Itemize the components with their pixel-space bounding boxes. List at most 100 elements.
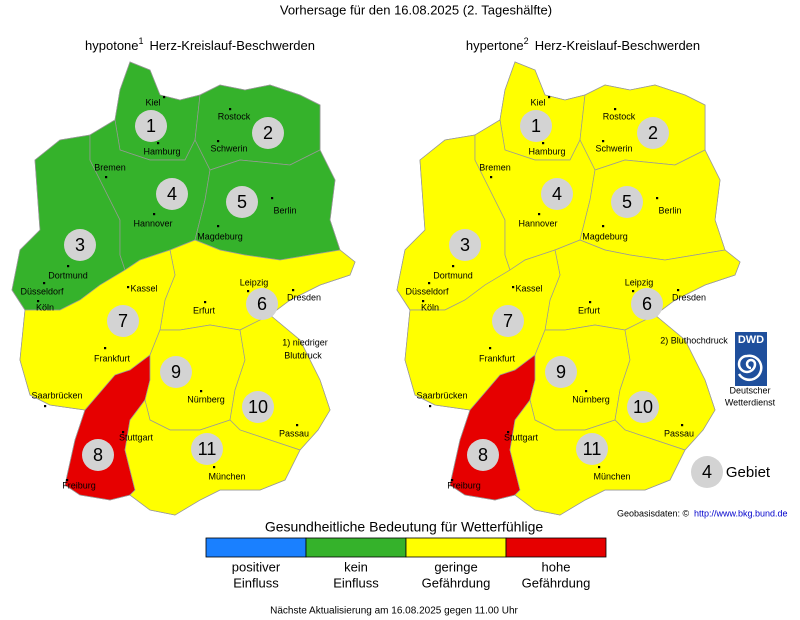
city-label: Magdeburg	[582, 231, 628, 241]
map-title: hypertone2 Herz-Kreislauf-Beschwerden	[466, 36, 700, 53]
region-number: 10	[633, 397, 653, 417]
city-label: Bremen	[94, 162, 126, 172]
city-label: München	[208, 471, 245, 481]
city-dot	[451, 479, 454, 482]
region-number: 7	[118, 311, 128, 331]
region-number: 1	[146, 116, 156, 136]
region-circle	[449, 229, 481, 261]
region-circle	[242, 391, 274, 423]
region-number: 10	[248, 397, 268, 417]
city-dot	[271, 197, 274, 200]
region-circle	[246, 288, 278, 320]
region	[529, 324, 631, 431]
city-dot	[292, 289, 295, 292]
region-number: 8	[93, 445, 103, 465]
city-label: Schwerin	[210, 143, 247, 153]
region	[499, 61, 586, 161]
legend-label: positiver	[232, 559, 281, 574]
city-label: Kassel	[130, 283, 157, 293]
city-label: Saarbrücken	[31, 390, 82, 400]
legend-label: hohe	[542, 559, 571, 574]
city-label: Hannover	[133, 218, 172, 228]
map-name: hypertone	[466, 38, 524, 53]
city-dot	[538, 213, 541, 216]
region-number: 1	[531, 116, 541, 136]
logo-caption: Deutscher	[729, 385, 770, 395]
city-label: Passau	[279, 428, 309, 438]
city-label: Düsseldorf	[405, 286, 449, 296]
map-title: hypotone1 Herz-Kreislauf-Beschwerden	[85, 36, 315, 53]
city-dot	[632, 290, 635, 293]
region-circle	[467, 439, 499, 471]
city-dot	[585, 390, 588, 393]
city-label: Bremen	[479, 162, 511, 172]
city-dot	[656, 197, 659, 200]
city-label: Köln	[36, 302, 54, 312]
city-label: Kiel	[145, 97, 160, 107]
city-dot	[229, 108, 232, 111]
key-label: Gebiet	[726, 464, 771, 481]
region-number: 9	[556, 362, 566, 382]
legend-title: Gesundheitliche Bedeutung für Wetterfühl…	[265, 519, 544, 535]
key-circle	[691, 456, 723, 488]
region-number: 2	[263, 123, 273, 143]
city-dot	[296, 424, 299, 427]
city-dot	[66, 479, 69, 482]
city-label: Freiburg	[62, 480, 96, 490]
region-circle	[135, 110, 167, 142]
city-label: Berlin	[658, 205, 681, 215]
city-label: Kassel	[515, 283, 542, 293]
legend-swatch	[205, 537, 307, 558]
region-circle	[631, 288, 663, 320]
city-label: Stuttgart	[119, 432, 154, 442]
region-circle	[611, 186, 643, 218]
city-dot	[217, 140, 220, 143]
legend-label: geringe	[434, 559, 477, 574]
region-circle	[637, 117, 669, 149]
city-label: Leipzig	[625, 277, 654, 287]
region-circle	[627, 391, 659, 423]
city-label: Dortmund	[48, 270, 88, 280]
region-number: 9	[171, 362, 181, 382]
city-dot	[200, 390, 203, 393]
city-dot	[428, 282, 431, 285]
key-number: 4	[702, 462, 712, 482]
region-number: 3	[460, 235, 470, 255]
region-circle	[107, 305, 139, 337]
city-label: Hamburg	[528, 146, 565, 156]
map-subtitle: Herz-Kreislauf-Beschwerden	[150, 38, 315, 53]
city-dot	[512, 286, 515, 289]
source-text: Geobasisdaten: ©	[617, 508, 690, 518]
logo-caption: Wetterdienst	[725, 397, 776, 407]
logo-spiral	[737, 354, 763, 381]
region-circle	[541, 178, 573, 210]
city-label: Schwerin	[595, 143, 632, 153]
city-dot	[507, 431, 510, 434]
city-dot	[43, 282, 46, 285]
region-number: 7	[503, 311, 513, 331]
city-dot	[44, 405, 47, 408]
region-number: 6	[642, 294, 652, 314]
region	[144, 324, 246, 431]
city-label: Frankfurt	[479, 353, 516, 363]
footer: Nächste Aktualisierung am 16.08.2025 geg…	[270, 606, 518, 617]
map-superscript: 2	[524, 36, 529, 46]
region-circle	[156, 178, 188, 210]
city-label: Erfurt	[193, 305, 216, 315]
region	[19, 249, 176, 411]
city-label: Rostock	[218, 111, 251, 121]
map-subtitle: Herz-Kreislauf-Beschwerden	[535, 38, 700, 53]
map: Kiel Rostock Hamburg Schwerin Bremen Hannover…	[11, 61, 356, 516]
region-number: 11	[583, 439, 602, 459]
city-label: Erfurt	[578, 305, 601, 315]
city-label: Dortmund	[433, 270, 473, 280]
region-number: 4	[167, 184, 177, 204]
city-label: Berlin	[273, 205, 296, 215]
region-circle	[160, 356, 192, 388]
city-label: Saarbrücken	[416, 390, 467, 400]
city-dot	[105, 176, 108, 179]
city-dot	[247, 290, 250, 293]
city-label: Dresden	[287, 292, 321, 302]
source-link[interactable]: http://www.bkg.bund.de	[694, 508, 788, 518]
